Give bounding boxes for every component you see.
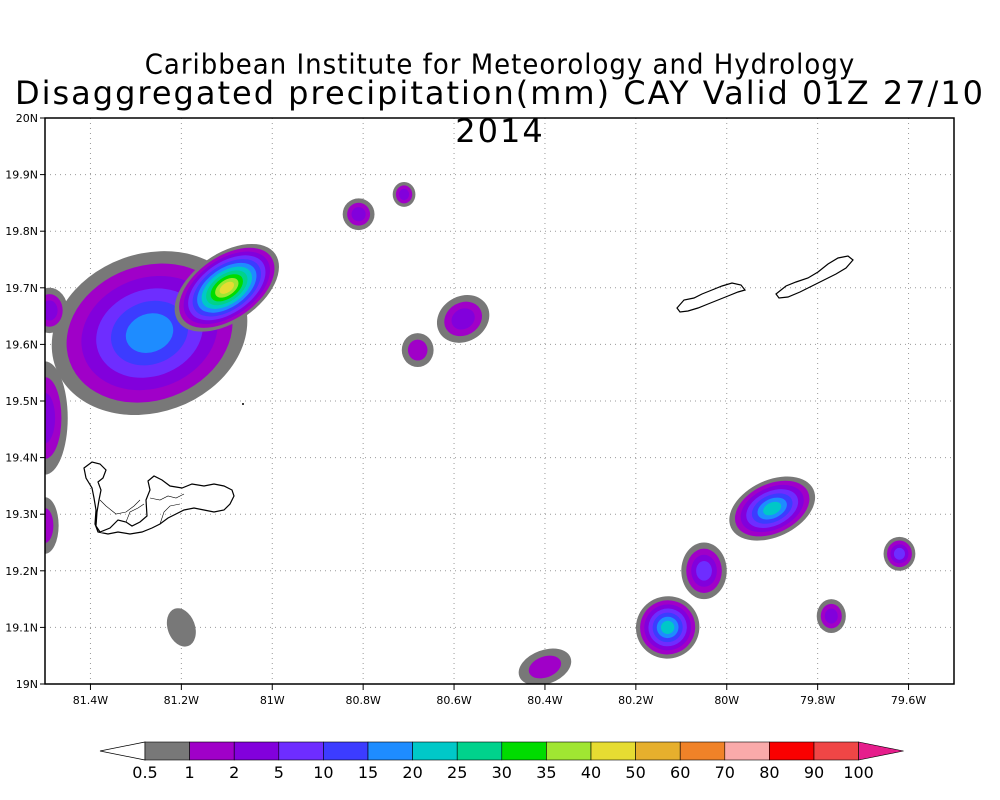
- precip-contour: [45, 300, 58, 321]
- lat-tick-label: 19.8N: [5, 225, 38, 238]
- precip-contour: [407, 339, 428, 361]
- precip-contour: [893, 547, 905, 560]
- precip-cell: [45, 361, 68, 475]
- lon-tick-label: 80.6W: [436, 694, 471, 707]
- precipitation-field: [45, 181, 916, 684]
- colorbar-segment: [546, 741, 592, 761]
- colorbar-label: 35: [536, 763, 556, 782]
- lon-tick-label: 81.2W: [164, 694, 199, 707]
- lat-tick-label: 19.5N: [5, 395, 38, 408]
- precip-cell: [45, 287, 68, 334]
- colorbar: 0.5 1 2 5 10 15 20 25 30 35 40 50 60 70 80 90 100: [99, 741, 904, 782]
- colorbar-label: 100: [843, 763, 874, 782]
- colorbar-label: 15: [358, 763, 378, 782]
- colorbar-segment: [501, 741, 547, 761]
- colorbar-segment: [679, 741, 726, 761]
- precip-cell: [166, 608, 196, 647]
- lat-tick-label: 19.1N: [5, 621, 38, 634]
- little-cayman-outline: [676, 282, 747, 313]
- lon-tick-label: 81.4W: [73, 694, 108, 707]
- precip-cell: [436, 295, 490, 343]
- colorbar-label: 30: [492, 763, 512, 782]
- colorbar-segment: [635, 741, 681, 761]
- lon-tick-label: 79.6W: [891, 694, 926, 707]
- colorbar-segment: [769, 741, 815, 761]
- colorbar-label: 5: [274, 763, 284, 782]
- precip-contour: [399, 188, 410, 200]
- precip-contour: [45, 508, 54, 543]
- lon-tick-label: 80.4W: [527, 694, 562, 707]
- precip-cell: [729, 476, 816, 541]
- precip-contour: [219, 281, 234, 294]
- lat-tick-label: 20N: [16, 112, 38, 125]
- colorbar-label: 1: [185, 763, 195, 782]
- colorbar-label: 70: [715, 763, 735, 782]
- lon-tick-label: 80.2W: [618, 694, 653, 707]
- lat-tick-label: 19.4N: [5, 452, 38, 465]
- colorbar-label: 60: [670, 763, 690, 782]
- colorbar-segment: [813, 741, 859, 761]
- colorbar-label: 2: [229, 763, 239, 782]
- precip-contour: [125, 313, 174, 353]
- precip-contour: [660, 620, 675, 634]
- lat-tick-label: 19.6N: [5, 338, 38, 351]
- colorbar-label: 25: [447, 763, 467, 782]
- small-islet: [242, 403, 244, 405]
- lat-tick-label: 19.3N: [5, 508, 38, 521]
- colorbar-label: 10: [313, 763, 333, 782]
- lon-tick-label: 79.8W: [800, 694, 835, 707]
- colorbar-segment: [278, 741, 324, 761]
- colorbar-segment: [189, 741, 235, 761]
- lat-tick-label: 19.9N: [5, 169, 38, 182]
- colorbar-label: 80: [759, 763, 779, 782]
- colorbar-segment: [323, 741, 369, 761]
- colorbar-segment: [233, 741, 280, 761]
- precip-cell: [174, 243, 279, 332]
- precip-cell: [883, 536, 916, 571]
- precip-contour: [451, 308, 475, 330]
- colorbar-segment: [724, 741, 770, 761]
- precip-cell: [342, 198, 375, 231]
- colorbar-segment: [456, 741, 503, 761]
- lon-tick-label: 80W: [714, 694, 739, 707]
- title-line-2: Disaggregated precipitation(mm) CAY Vali…: [14, 74, 986, 150]
- lat-tick-label: 19.7N: [5, 282, 38, 295]
- lat-tick-label: 19N: [16, 678, 38, 691]
- precip-contour: [351, 207, 366, 222]
- colorbar-high-arrow: [858, 741, 904, 761]
- colorbar-segment: [144, 741, 190, 761]
- precip-contour: [824, 608, 838, 624]
- colorbar-label: 0.5: [132, 763, 157, 782]
- precip-cell: [816, 599, 846, 634]
- precip-cell: [392, 181, 416, 207]
- precip-contour: [166, 608, 196, 647]
- colorbar-label: 40: [581, 763, 601, 782]
- precip-cell: [45, 497, 59, 554]
- precip-cell: [518, 648, 572, 684]
- grand-cayman-inner-lines: [99, 493, 185, 525]
- title-line-1: Caribbean Institute for Meteorology and …: [144, 49, 856, 81]
- colorbar-label: 20: [402, 763, 422, 782]
- precip-cell: [401, 333, 434, 368]
- cayman-brac-outline: [775, 255, 854, 299]
- colorbar-segment: [367, 741, 413, 761]
- axis-ticks: 81.4W 81.2W 81W 80.8W 80.6W 80.4W 80.2W 80W 79.8…: [5, 112, 926, 707]
- grand-cayman-outline: [83, 461, 235, 535]
- precip-contour: [528, 655, 562, 679]
- colorbar-label: 50: [625, 763, 645, 782]
- precip-contour: [45, 392, 56, 444]
- precip-contour: [696, 560, 712, 581]
- lat-tick-label: 19.2N: [5, 565, 38, 578]
- island-outlines: [83, 255, 854, 535]
- colorbar-low-arrow: [99, 741, 146, 761]
- lon-tick-label: 80.8W: [345, 694, 380, 707]
- precip-cell: [681, 542, 727, 600]
- colorbar-segment: [412, 741, 458, 761]
- colorbar-label: 90: [804, 763, 824, 782]
- precip-cell: [635, 596, 700, 659]
- precip-contour: [763, 501, 782, 516]
- lon-tick-label: 81W: [260, 694, 285, 707]
- colorbar-segment: [590, 741, 636, 761]
